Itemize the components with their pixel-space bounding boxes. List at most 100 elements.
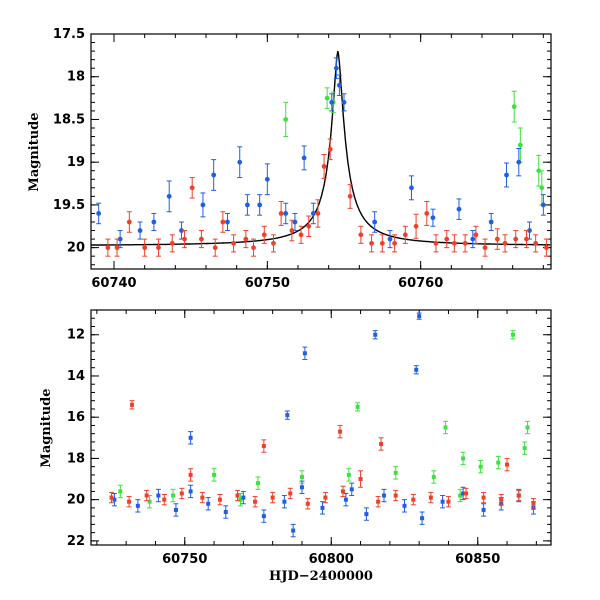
red-point <box>182 236 187 242</box>
x-tick-label: 60750 <box>245 276 290 291</box>
red-point <box>533 240 539 246</box>
blue-point <box>387 236 393 242</box>
blue-point <box>200 202 206 208</box>
green-point <box>458 493 463 498</box>
red-point <box>392 240 397 246</box>
green-point <box>299 474 304 479</box>
green-point <box>355 404 360 409</box>
top-panel: 60740 60750 60760 17.5 18 18.5 19 19.5 20 Magnit… <box>27 27 552 291</box>
y-tick-label: 14 <box>67 369 85 384</box>
red-point <box>251 245 256 251</box>
green-point <box>431 474 436 479</box>
blue-point <box>223 510 228 515</box>
green-point <box>283 117 289 122</box>
red-point <box>231 240 237 246</box>
blue-point <box>292 219 298 225</box>
y-tick-label: 20 <box>67 493 85 508</box>
red-point <box>494 236 500 242</box>
x-tick-label: 60750 <box>162 552 207 567</box>
green-point <box>346 472 351 477</box>
blue-point <box>261 514 266 519</box>
red-point <box>144 493 149 498</box>
red-point <box>323 495 328 500</box>
bottom-x-axis-label: HJD−2400000 <box>269 569 373 584</box>
red-point <box>298 232 304 238</box>
red-series <box>105 138 549 257</box>
green-point <box>118 489 123 494</box>
green-point <box>478 464 483 469</box>
red-point <box>524 236 529 242</box>
blue-point <box>488 219 494 225</box>
red-point <box>142 245 148 251</box>
red-point <box>516 493 521 498</box>
y-tick-label: 19 <box>67 155 85 170</box>
red-point <box>127 499 132 504</box>
red-point <box>444 236 450 242</box>
red-point <box>305 501 310 506</box>
blue-point <box>409 185 414 191</box>
red-point <box>424 211 430 216</box>
green-point <box>171 493 176 498</box>
blue-point <box>188 435 193 440</box>
red-point <box>243 236 249 242</box>
blue-point <box>373 332 378 337</box>
red-point <box>162 497 167 502</box>
blue-point <box>481 507 486 512</box>
x-tick-label: 60760 <box>398 276 443 291</box>
y-tick-label: 17.5 <box>53 27 85 42</box>
red-point <box>105 245 111 251</box>
blue-point <box>302 351 307 356</box>
red-point <box>288 491 293 496</box>
red-point <box>189 185 195 191</box>
blue-point <box>420 516 425 521</box>
red-point <box>270 495 275 500</box>
red-point <box>338 429 343 434</box>
blue-point <box>137 228 143 233</box>
red-point <box>347 193 353 199</box>
blue-point <box>540 202 546 208</box>
red-point <box>481 495 486 500</box>
red-point <box>217 497 222 502</box>
blue-point <box>156 493 161 498</box>
red-point <box>358 232 364 238</box>
red-point <box>464 491 469 496</box>
red-point <box>200 495 205 500</box>
green-point <box>393 470 398 475</box>
y-tick-label: 22 <box>67 534 85 549</box>
blue-point <box>341 99 347 105</box>
green-point <box>147 499 152 504</box>
red-point <box>169 240 175 246</box>
red-point <box>433 240 439 246</box>
red-point <box>220 219 226 225</box>
blue-point <box>291 528 296 533</box>
blue-point <box>337 82 342 88</box>
model-curve-line <box>90 50 551 246</box>
x-tick-label: 60850 <box>455 552 500 567</box>
red-point <box>321 164 327 169</box>
blue-point <box>430 215 436 221</box>
green-point <box>522 446 527 451</box>
y-tick-label: 16 <box>67 410 85 425</box>
bottom-plot-frame <box>90 309 552 546</box>
blue-point <box>343 497 348 502</box>
red-point <box>413 223 419 229</box>
blue-point <box>402 503 407 508</box>
blue-point <box>237 159 243 165</box>
green-point <box>510 332 515 337</box>
blue-point <box>440 499 445 504</box>
red-point <box>369 240 374 246</box>
red-point <box>482 245 488 251</box>
blue-point <box>117 236 123 242</box>
x-tick-label: 60800 <box>309 552 354 567</box>
top-data-points <box>96 57 549 257</box>
red-point <box>289 228 295 233</box>
blue-point <box>417 314 422 319</box>
red-point <box>278 211 284 216</box>
red-point <box>376 499 381 504</box>
bottom-axis-ticks: 60750 60800 60850 12 14 16 18 20 22 <box>67 309 551 567</box>
top-y-axis-label: Magnitude <box>27 112 42 191</box>
x-tick-label: 60740 <box>91 276 136 291</box>
blue-point <box>504 172 509 178</box>
blue-point <box>364 512 369 517</box>
